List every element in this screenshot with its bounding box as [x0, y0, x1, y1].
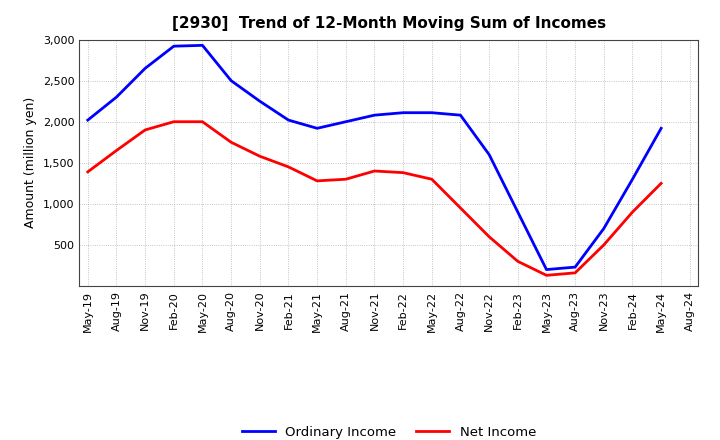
Net Income	[141, 127, 150, 132]
Ordinary Income	[84, 117, 92, 123]
Ordinary Income	[456, 113, 465, 118]
Net Income	[571, 270, 580, 275]
Net Income	[112, 148, 121, 153]
Legend: Ordinary Income, Net Income: Ordinary Income, Net Income	[236, 421, 541, 440]
Ordinary Income	[657, 126, 665, 131]
Ordinary Income	[227, 78, 235, 83]
Net Income	[456, 205, 465, 211]
Ordinary Income	[571, 264, 580, 270]
Line: Ordinary Income: Ordinary Income	[88, 45, 661, 270]
Y-axis label: Amount (million yen): Amount (million yen)	[24, 97, 37, 228]
Net Income	[198, 119, 207, 125]
Ordinary Income	[112, 95, 121, 100]
Net Income	[370, 169, 379, 174]
Ordinary Income	[341, 119, 350, 125]
Ordinary Income	[312, 126, 321, 131]
Net Income	[169, 119, 178, 125]
Ordinary Income	[169, 44, 178, 49]
Ordinary Income	[198, 43, 207, 48]
Net Income	[542, 273, 551, 278]
Net Income	[628, 209, 636, 215]
Ordinary Income	[370, 113, 379, 118]
Net Income	[227, 139, 235, 145]
Ordinary Income	[542, 267, 551, 272]
Title: [2930]  Trend of 12-Month Moving Sum of Incomes: [2930] Trend of 12-Month Moving Sum of I…	[172, 16, 606, 32]
Net Income	[600, 242, 608, 248]
Net Income	[399, 170, 408, 175]
Ordinary Income	[141, 66, 150, 71]
Net Income	[428, 176, 436, 182]
Ordinary Income	[628, 176, 636, 182]
Ordinary Income	[513, 209, 522, 215]
Net Income	[284, 164, 293, 169]
Ordinary Income	[485, 152, 493, 157]
Net Income	[312, 178, 321, 183]
Net Income	[485, 234, 493, 239]
Net Income	[657, 181, 665, 186]
Net Income	[513, 259, 522, 264]
Ordinary Income	[428, 110, 436, 115]
Ordinary Income	[600, 226, 608, 231]
Ordinary Income	[399, 110, 408, 115]
Net Income	[84, 169, 92, 175]
Ordinary Income	[284, 117, 293, 123]
Line: Net Income: Net Income	[88, 122, 661, 275]
Net Income	[341, 176, 350, 182]
Ordinary Income	[256, 99, 264, 104]
Net Income	[256, 154, 264, 159]
